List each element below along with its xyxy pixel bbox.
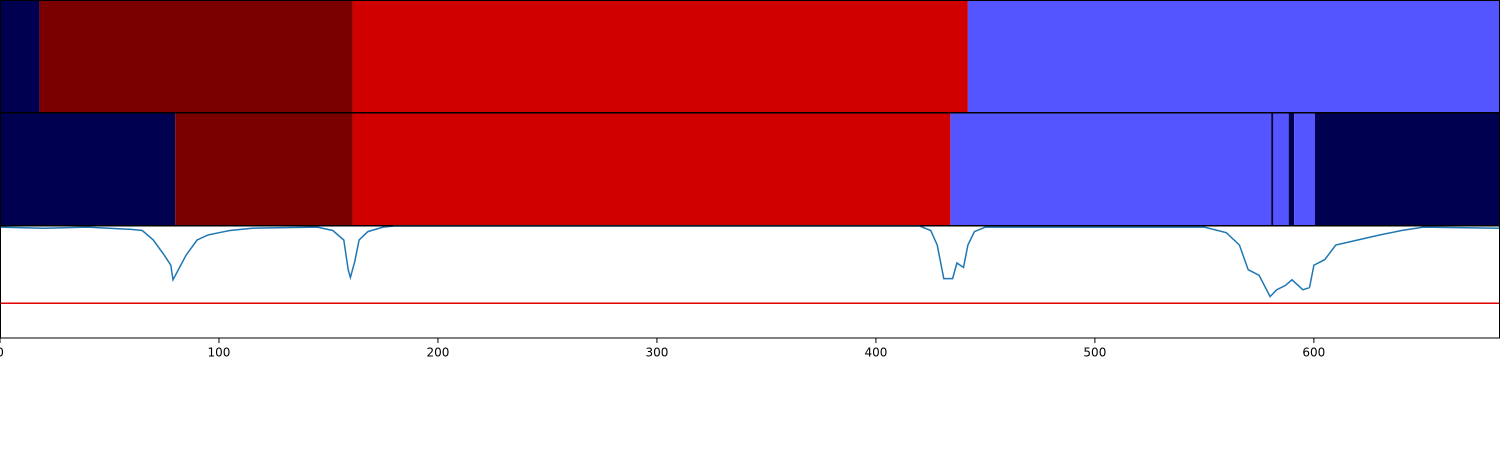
segment — [39, 0, 353, 113]
segment — [352, 113, 951, 226]
segment — [352, 0, 968, 113]
x-tick-label: 0 — [0, 346, 4, 360]
panel-frame — [0, 225, 1500, 339]
segment — [175, 113, 353, 226]
segment — [1294, 113, 1315, 226]
segment — [1273, 113, 1289, 226]
x-tick-label: 300 — [645, 346, 668, 360]
x-tick-label: 100 — [208, 346, 231, 360]
segment — [1314, 113, 1500, 226]
score-line — [0, 225, 1500, 298]
segment — [1271, 113, 1274, 226]
segment — [0, 113, 176, 226]
segment — [1288, 113, 1295, 226]
x-tick-label: 200 — [427, 346, 450, 360]
segment — [0, 0, 40, 113]
x-tick-label: 600 — [1302, 346, 1325, 360]
segment — [950, 113, 1272, 226]
segment — [967, 0, 1500, 113]
x-tick-label: 500 — [1083, 346, 1106, 360]
x-tick-label: 400 — [864, 346, 887, 360]
